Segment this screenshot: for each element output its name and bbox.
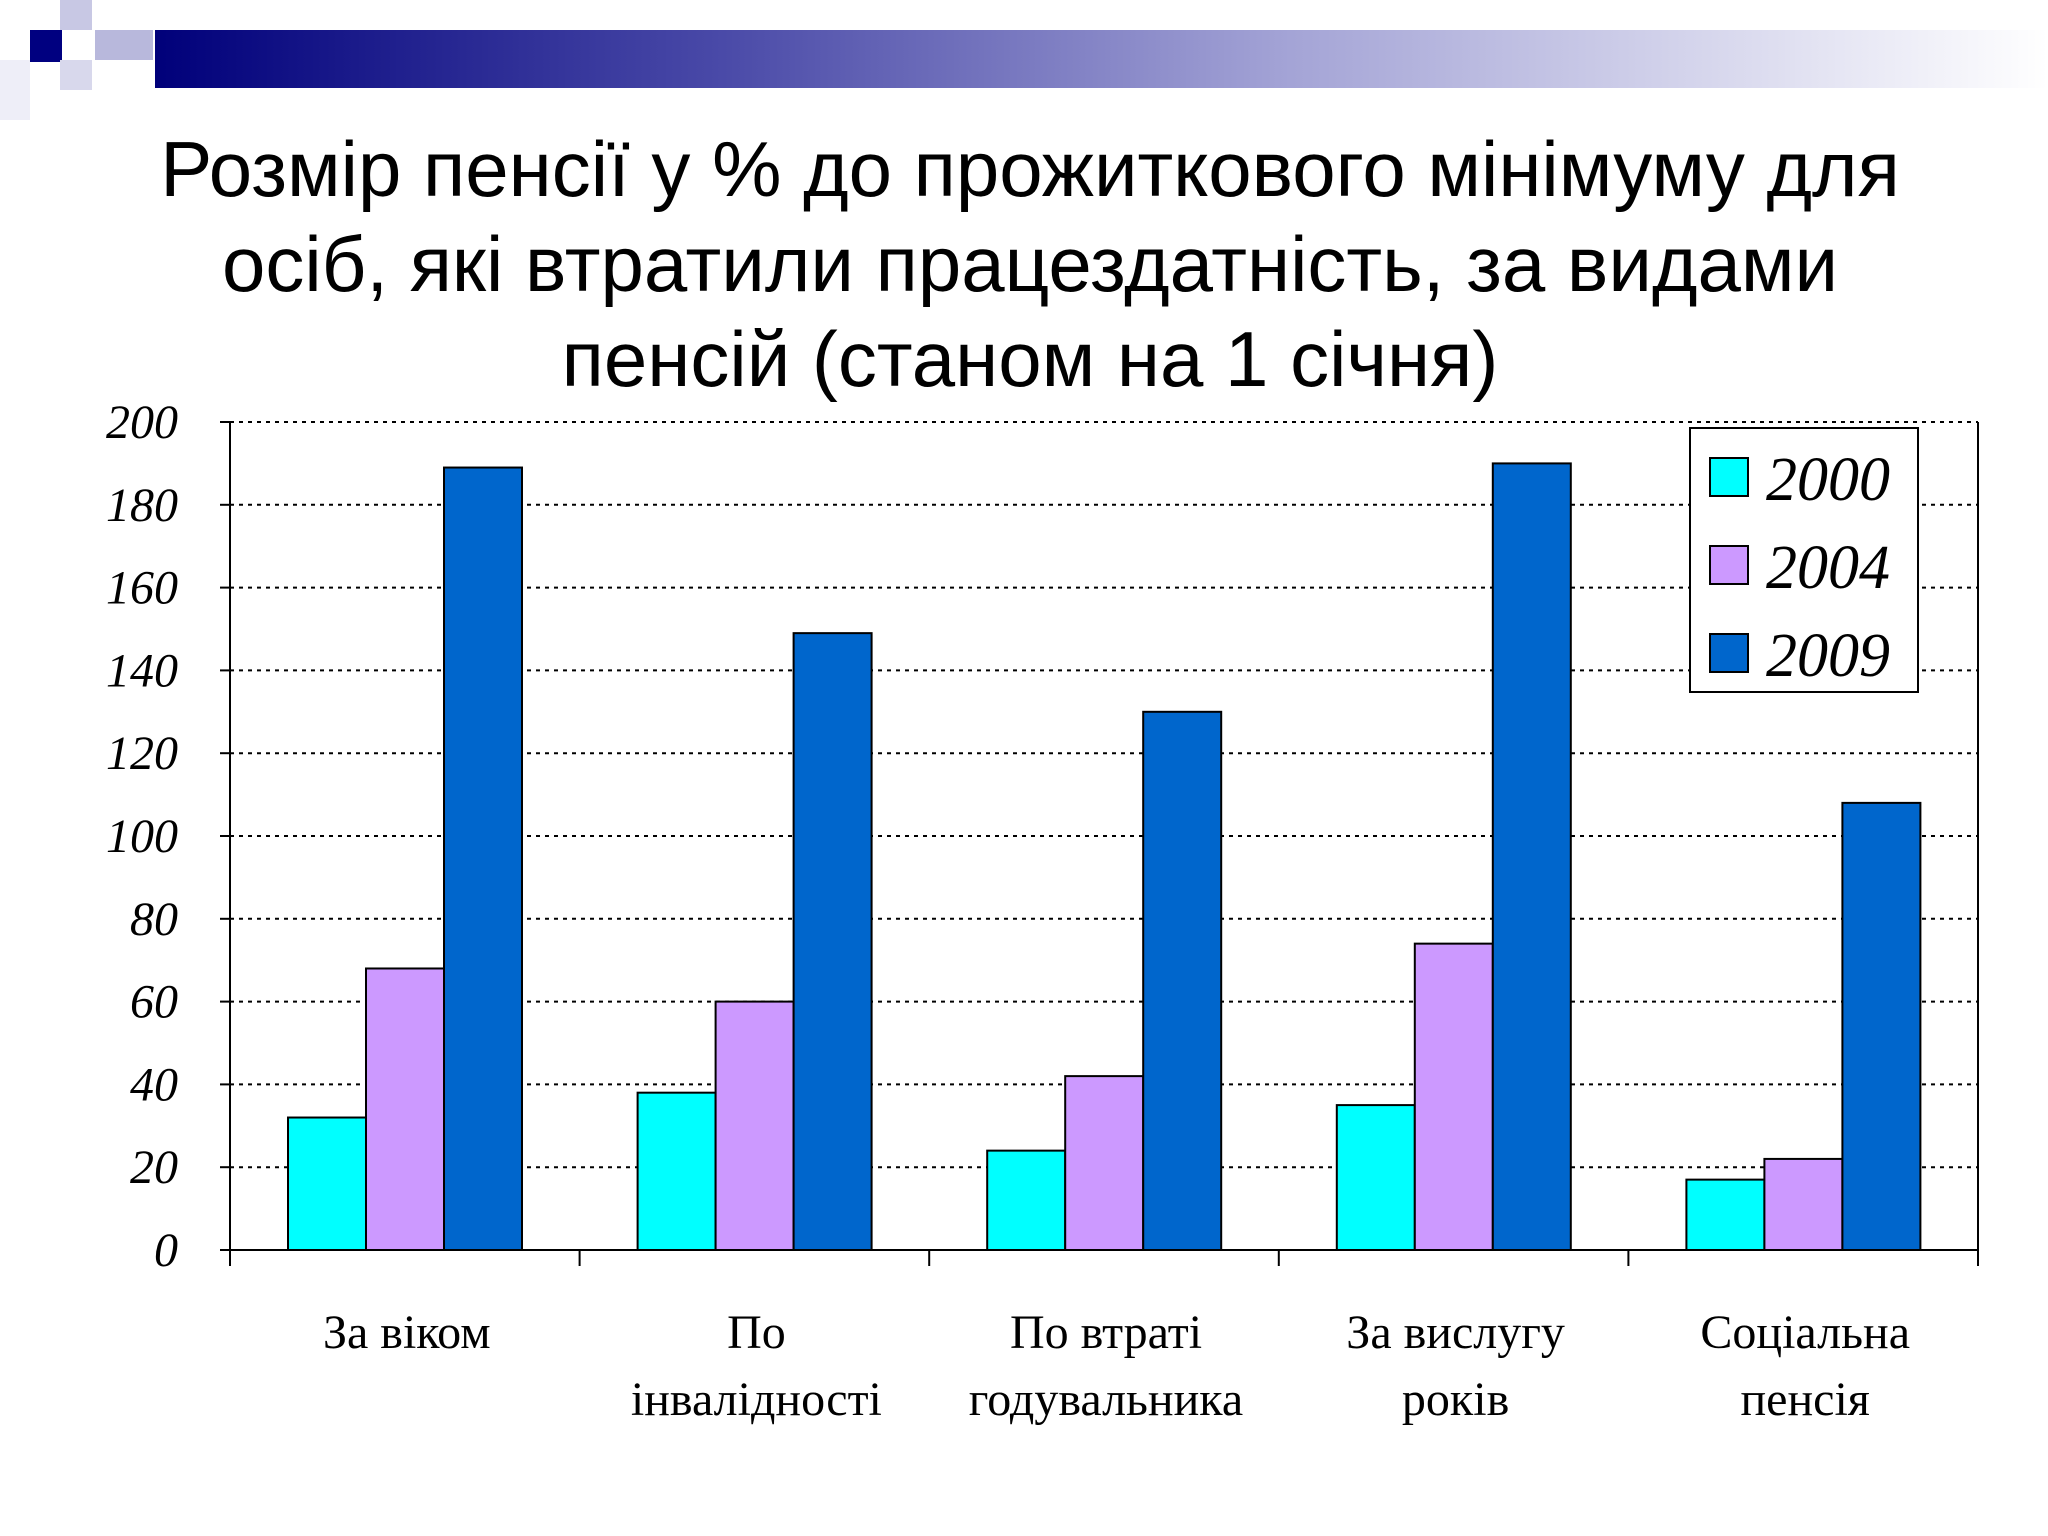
header-gradient-band (155, 30, 2048, 88)
y-tick-label: 120 (106, 727, 178, 780)
y-tick-label: 100 (106, 810, 178, 863)
y-tick-label: 200 (106, 396, 178, 449)
bar-2009 (1841, 801, 1922, 1251)
bar-2004 (365, 967, 445, 1251)
bar-2000 (986, 1149, 1067, 1252)
legend-label-2009: 2009 (1766, 622, 1890, 690)
x-category-label: годувальника (969, 1373, 1243, 1426)
y-tick-label: 20 (130, 1141, 178, 1194)
bar-2009 (792, 632, 873, 1251)
decor-square-faint (0, 60, 30, 120)
legend-label-2000: 2000 (1766, 446, 1890, 514)
slide-title-line: пенсій (станом на 1 січня) (561, 315, 1499, 403)
bar-2004 (1763, 1157, 1844, 1252)
bar-2009 (1142, 710, 1223, 1251)
bar-2004 (714, 1000, 795, 1251)
y-tick-label: 40 (130, 1058, 178, 1111)
x-category-label: По (727, 1306, 786, 1359)
legend-swatch-2000 (1709, 457, 1749, 497)
y-tick-label: 160 (106, 562, 178, 615)
x-category-label: По втраті (1010, 1306, 1202, 1359)
bar-2000 (1335, 1104, 1416, 1251)
y-tick-label: 0 (154, 1224, 178, 1277)
decor-square-light (60, 0, 92, 30)
bar-2009 (1491, 462, 1572, 1251)
legend-label-2004: 2004 (1766, 534, 1890, 602)
x-category-label: інвалідності (631, 1373, 882, 1426)
bar-2009 (443, 466, 523, 1252)
x-category-label: Соціальна (1700, 1306, 1910, 1359)
bar-2000 (1685, 1178, 1766, 1251)
decor-square-mid (95, 30, 153, 60)
slide-title-line: осіб, які втратили працездатність, за ви… (221, 220, 1839, 308)
y-tick-label: 80 (130, 893, 178, 946)
slide-title: Розмір пенсії у % до прожиткового мініму… (100, 122, 1960, 407)
bar-2000 (287, 1116, 367, 1252)
x-category-label: пенсія (1740, 1373, 1869, 1426)
decor-square-light-2 (60, 60, 92, 90)
bar-2004 (1064, 1075, 1145, 1251)
x-category-label: років (1402, 1373, 1509, 1426)
slide-title-line: Розмір пенсії у % до прожиткового мініму… (160, 125, 1900, 213)
x-category-label: За вислугу (1346, 1306, 1565, 1359)
legend-swatch-2009 (1709, 633, 1749, 673)
y-tick-label: 180 (106, 479, 178, 532)
y-tick-label: 60 (130, 976, 178, 1029)
bar-2004 (1413, 942, 1494, 1251)
bar-2000 (636, 1091, 717, 1252)
legend-swatch-2004 (1709, 545, 1749, 585)
decor-square-dark (30, 30, 62, 62)
y-tick-label: 140 (106, 644, 178, 697)
x-category-label: За віком (323, 1306, 491, 1359)
